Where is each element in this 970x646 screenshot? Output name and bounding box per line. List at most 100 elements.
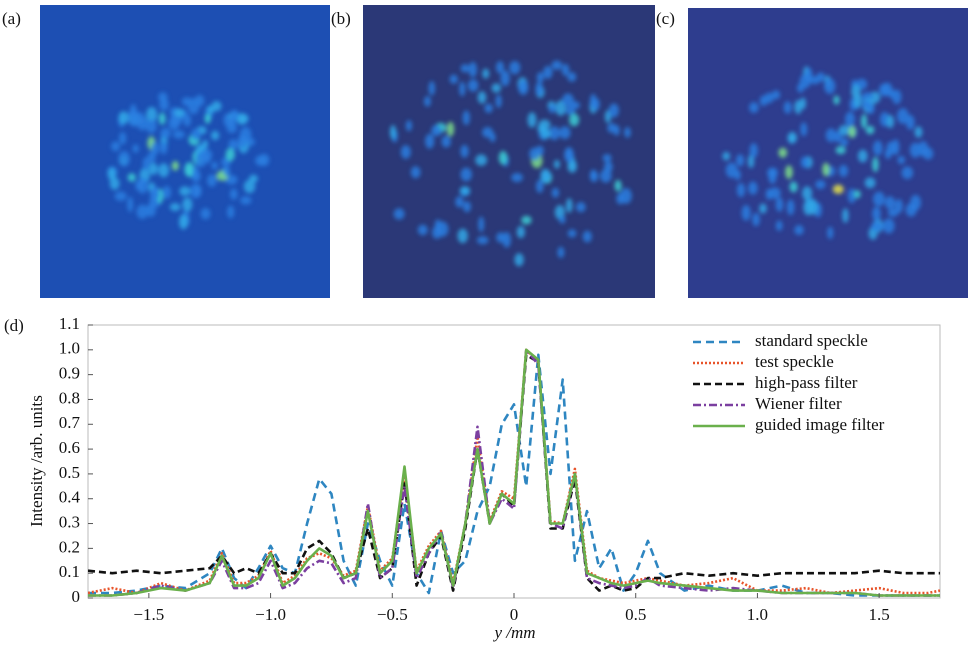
speckle [509,60,521,75]
speckle [748,181,758,195]
speckle [535,179,544,193]
speckle [184,162,195,177]
speckle [459,81,466,97]
speckle [171,160,179,171]
panel-label: (b) [331,9,351,28]
speckle [460,167,472,182]
y-tick-label: 0.9 [59,364,80,383]
legend-label: Wiener filter [755,394,842,413]
speckle [575,202,586,213]
speckle [114,191,127,202]
legend-label: standard speckle [755,331,868,350]
legend-label: guided image filter [755,415,885,434]
x-tick-label: −1.0 [255,605,286,624]
speckle [168,116,180,131]
speckle [491,83,502,93]
speckle [428,81,436,96]
speckle [872,140,883,156]
speckle [722,151,731,161]
speckle [602,153,612,163]
speckle [527,112,537,128]
speckle [227,117,236,127]
speckle [825,128,837,143]
speckle [441,135,451,148]
speckle [838,125,850,136]
speckle [128,112,140,127]
speckle [905,203,917,217]
speckle [455,196,464,208]
speckle [905,114,915,130]
speckle [200,207,211,220]
speckle [227,205,235,219]
y-tick-label: 0.6 [59,438,80,457]
speckle [240,196,252,205]
speckle [567,72,577,82]
speckle [223,166,231,177]
speckle [897,108,909,124]
speckle [495,61,505,74]
speckle [255,155,266,166]
speckle [148,162,158,175]
speckle [187,98,200,115]
y-tick-label: 0 [72,587,81,606]
speckle [423,95,431,107]
y-tick-label: 0.2 [59,537,80,556]
speckle [127,173,136,182]
speckle [142,157,150,171]
speckle [107,167,117,181]
speckle [867,104,875,114]
x-axis-label: y /mm [492,623,535,642]
speckle [886,115,895,129]
x-tick-label: 0 [510,605,519,624]
speckle [840,138,849,147]
speckle [389,125,397,140]
speckle [182,197,193,212]
speckle [887,208,899,217]
speckle [146,106,158,123]
speckle [901,166,914,180]
speckle [178,214,188,230]
image-a [40,5,330,298]
speckle [559,126,571,140]
speckle [805,67,813,83]
speckle [467,79,479,92]
speckle [909,142,922,158]
speckle [136,204,149,219]
speckle [775,197,784,212]
speckle [834,131,842,143]
speckle [752,212,760,227]
speckle [536,71,544,83]
speckle [237,134,248,148]
speckle [857,149,868,163]
speckle [747,154,755,169]
speckle [405,120,413,132]
x-tick-label: −1.5 [133,605,164,624]
x-tick-label: 0.5 [625,605,646,624]
x-tick-label: 1.5 [869,605,890,624]
speckle [146,119,157,134]
speckle [872,157,879,173]
speckle [511,172,523,183]
speckle [540,168,551,184]
speckle [393,208,405,220]
speckle [570,101,581,110]
speckle [848,125,856,138]
speckle [787,131,798,144]
speckle [599,169,612,183]
speckle [400,145,411,159]
speckle [551,187,560,198]
speckle [888,89,896,99]
speckle [565,198,573,213]
speckle [225,174,238,185]
speckle [872,191,885,207]
speckle [616,193,625,205]
panel-label: (d) [4,316,24,335]
speckle [567,159,578,173]
speckle [589,170,599,183]
speckle [800,156,809,168]
speckle [118,111,129,125]
speckle [462,110,471,126]
y-axis-label: Intensity /arb. units [27,395,46,527]
speckle [871,221,883,232]
speckle [162,185,172,199]
